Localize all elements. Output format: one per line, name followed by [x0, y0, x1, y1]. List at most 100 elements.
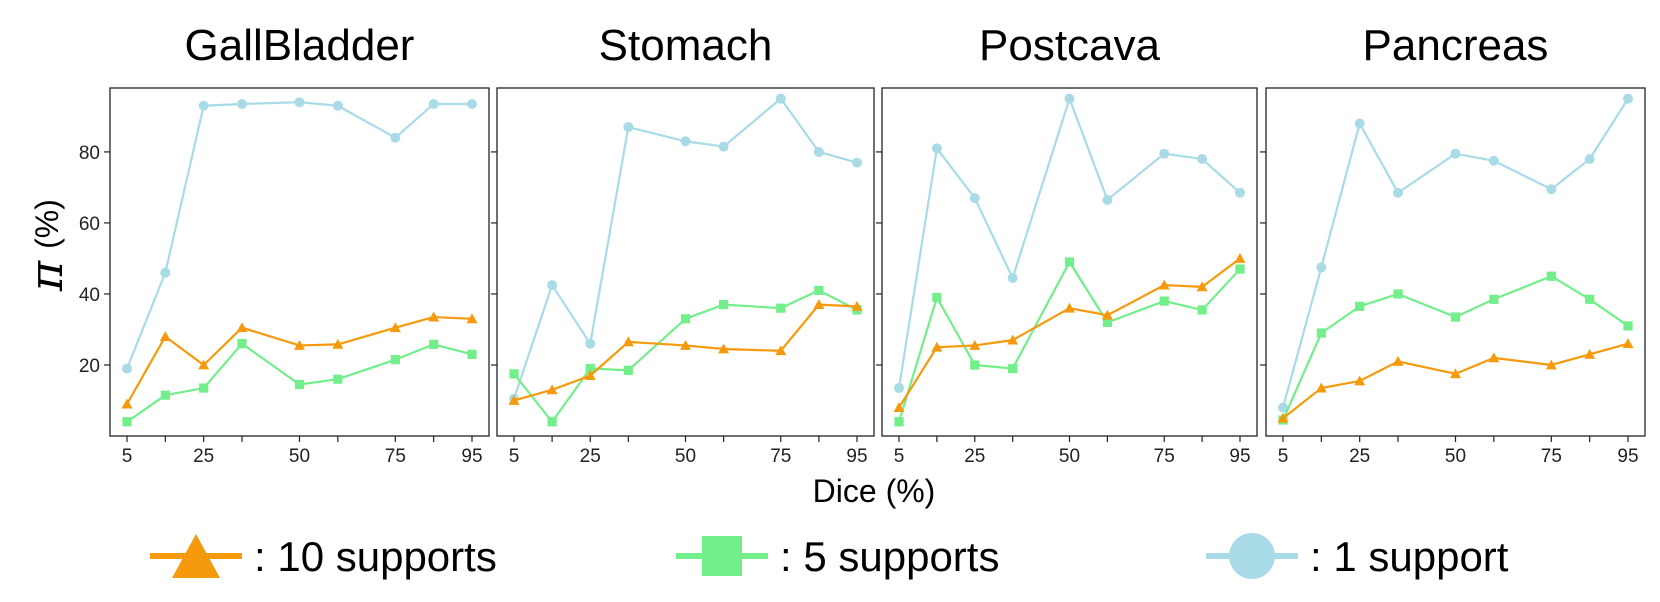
panel-title: Pancreas [1363, 21, 1549, 70]
data-point [776, 303, 786, 313]
legend-label: : 5 supports [780, 533, 999, 580]
data-point [236, 322, 248, 333]
data-point [1277, 412, 1289, 423]
data-point [1316, 262, 1327, 273]
x-tick-label: 75 [770, 446, 791, 467]
data-point [584, 370, 596, 381]
series-line [513, 289, 858, 423]
data-point [1392, 355, 1404, 366]
x-tick-label: 50 [289, 446, 310, 467]
data-point [1393, 289, 1403, 299]
data-point [121, 398, 133, 409]
data-point [894, 383, 904, 394]
series-ten-supports [121, 311, 478, 409]
x-tick-label: 75 [385, 446, 406, 467]
data-point [546, 384, 558, 395]
x-tick-label: 5 [509, 446, 520, 467]
series-five-supports [122, 339, 477, 427]
data-point [1585, 294, 1595, 304]
data-point [1584, 348, 1596, 359]
x-tick-label: 5 [122, 446, 133, 467]
data-point [1235, 187, 1245, 198]
data-point [623, 122, 634, 133]
x-tick-label: 25 [1349, 446, 1370, 467]
data-point [333, 374, 343, 384]
x-tick-label: 95 [1617, 446, 1638, 467]
circle-marker-icon [1229, 533, 1275, 579]
data-point [1064, 302, 1075, 313]
data-point [932, 292, 942, 303]
data-point [1197, 154, 1208, 165]
data-point [390, 132, 401, 143]
series-one-support [122, 97, 477, 374]
x-tick-label: 50 [675, 446, 696, 467]
data-point [467, 98, 477, 109]
chart-panels: GallBladder 5 25 50 75 95 20 40 60 80 Stomach 5 25 50… [79, 21, 1646, 467]
data-point [1546, 271, 1556, 281]
legend-label: : 1 support [1310, 533, 1509, 580]
data-point [509, 369, 519, 379]
data-point [428, 311, 440, 322]
chart-panel-3: Postcava 5 25 50 75 95 [876, 21, 1258, 467]
series-line [126, 315, 473, 405]
data-point [1315, 382, 1327, 393]
chart-panel-1: GallBladder 5 25 50 75 95 20 40 60 80 [79, 21, 490, 467]
x-tick-label: 5 [894, 446, 905, 467]
x-tick-label: 25 [580, 446, 601, 467]
data-point [159, 331, 171, 341]
legend: : 10 supports : 5 supports : 1 support [150, 533, 1509, 580]
data-point [294, 97, 305, 108]
data-point [718, 141, 729, 152]
data-point [931, 341, 943, 352]
y-tick-label: 80 [79, 143, 100, 164]
data-point [1234, 252, 1246, 263]
data-point [814, 285, 824, 296]
data-point [813, 146, 824, 157]
legend-item-ten-supports: : 10 supports [150, 533, 497, 580]
data-point [1450, 368, 1461, 379]
data-point [294, 379, 305, 390]
x-tick-label: 75 [1541, 446, 1562, 467]
series-five-supports [1278, 271, 1633, 425]
y-axis-unit: (%) [29, 199, 65, 249]
data-point [1102, 194, 1113, 205]
data-point [969, 193, 980, 204]
data-point [970, 360, 980, 370]
data-point [1196, 281, 1208, 292]
data-point [1450, 148, 1461, 159]
series-five-supports [509, 285, 862, 427]
data-point [1450, 312, 1461, 322]
x-tick-label: 75 [1154, 446, 1175, 467]
y-axis-label: π (%) [19, 199, 73, 292]
data-point [680, 339, 691, 350]
panel-title: GallBladder [185, 21, 415, 70]
series-one-support [509, 93, 862, 404]
y-axis-symbol: π [19, 260, 73, 292]
series-line [1281, 275, 1629, 421]
data-point [1623, 93, 1633, 104]
data-point [719, 300, 729, 310]
data-point [1158, 279, 1170, 290]
series-line [898, 257, 1241, 409]
data-point [1064, 257, 1075, 267]
data-point [199, 383, 209, 393]
data-point [1235, 264, 1245, 274]
series-ten-supports [508, 299, 863, 405]
data-point [623, 365, 633, 375]
data-point [1488, 352, 1500, 363]
chart-panel-2: Stomach 5 25 50 75 95 [491, 21, 875, 467]
triangle-marker-icon [172, 534, 220, 578]
data-point [585, 338, 596, 349]
data-point [1159, 148, 1170, 159]
data-point [893, 402, 905, 412]
panel-title: Stomach [599, 21, 773, 70]
x-tick-label: 95 [461, 446, 482, 467]
data-point [428, 98, 439, 109]
data-point [1101, 309, 1113, 320]
data-point [851, 300, 863, 311]
data-point [1623, 321, 1633, 331]
series-five-supports [894, 257, 1245, 427]
data-point [160, 267, 171, 278]
x-tick-label: 95 [846, 446, 867, 467]
data-point [547, 417, 557, 427]
